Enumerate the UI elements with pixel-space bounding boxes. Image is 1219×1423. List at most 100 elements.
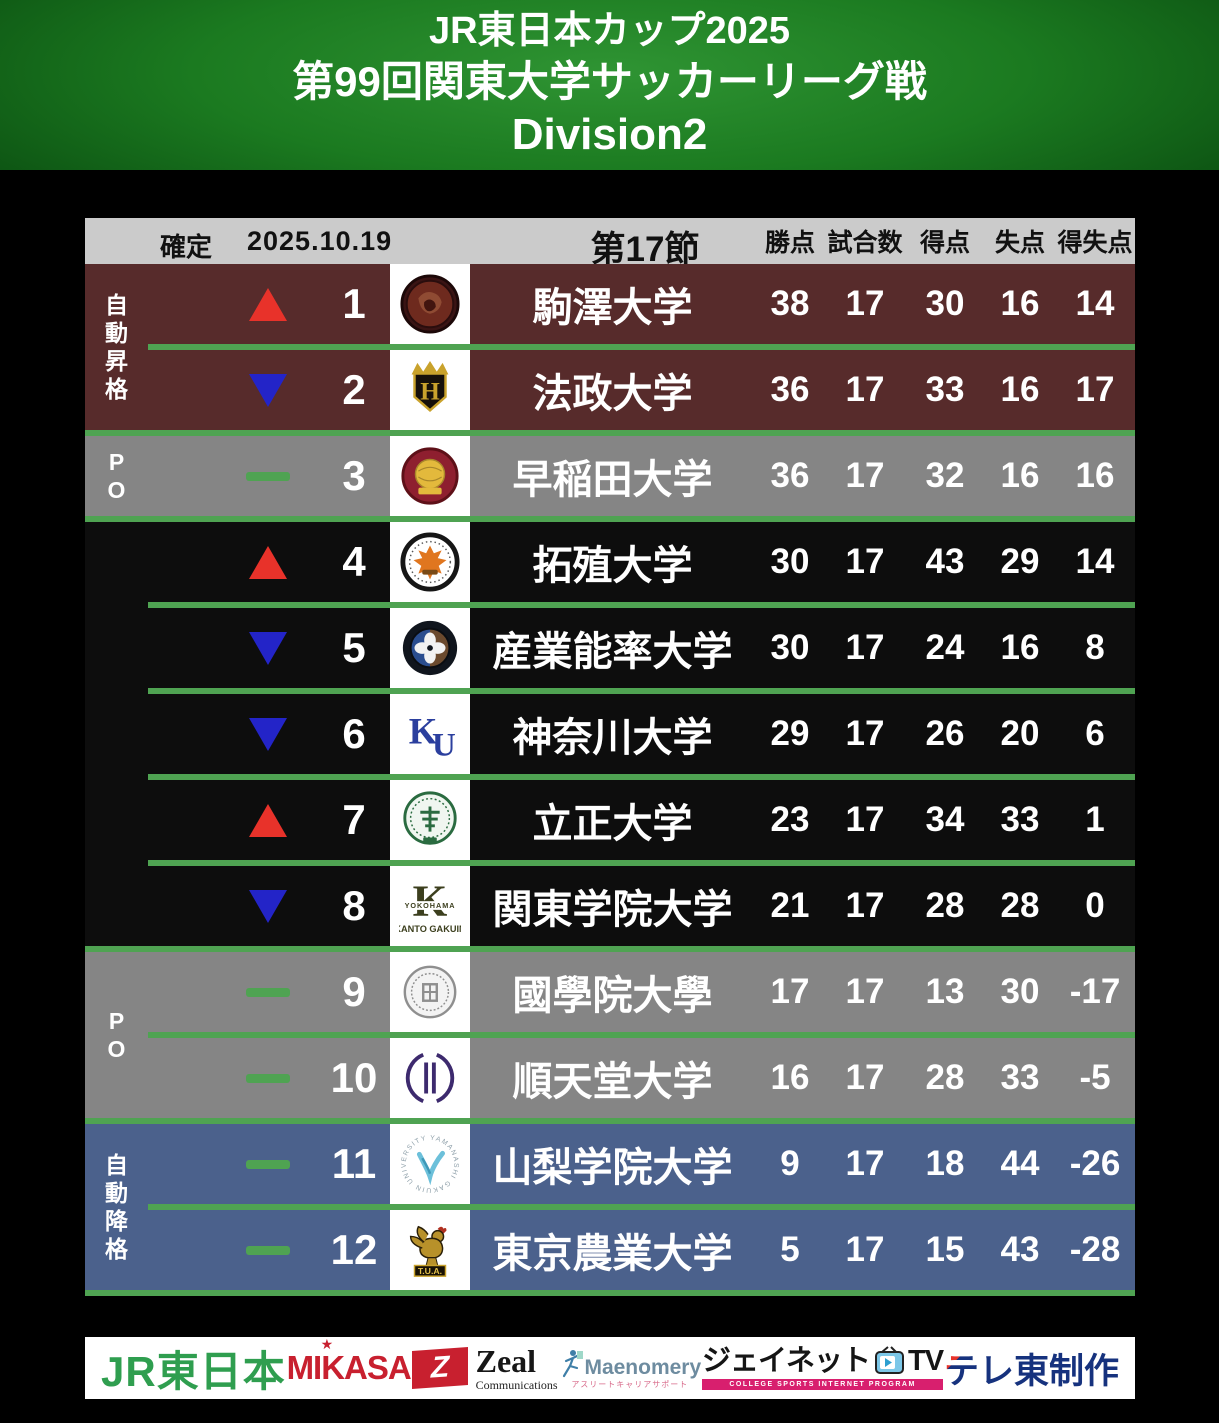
stat-played: 17	[845, 456, 885, 495]
movement-icon	[249, 803, 287, 837]
svg-text:YOKOHAMA: YOKOHAMA	[405, 901, 456, 910]
category-label-auto-promotion: 自動昇格	[105, 291, 128, 403]
nodai-rooster-logo: T.U.A.	[409, 1225, 447, 1277]
movement-icon	[249, 287, 287, 321]
stat-goals-against: 44	[1000, 1144, 1040, 1183]
team-name: 順天堂大学	[512, 1060, 713, 1104]
stat-goals-against: 16	[1000, 628, 1040, 667]
svg-text:H: H	[420, 379, 440, 406]
stat-played: 17	[845, 628, 885, 667]
stat-played: 17	[845, 1058, 885, 1097]
category-label-po: PO	[107, 448, 126, 503]
rank: 8	[342, 882, 366, 929]
team-logo-cell	[390, 1038, 470, 1118]
block-auto-relegation: 自動降格 11 YAMANASHI GAKUIN UNIVERSITY 山梨学院…	[85, 1124, 1135, 1290]
stat-goal-diff: -26	[1069, 1144, 1121, 1183]
team-logo-cell: YAMANASHI GAKUIN UNIVERSITY	[390, 1124, 470, 1204]
stat-goal-diff: 14	[1075, 542, 1115, 581]
col-goal-diff: 得失点	[1057, 229, 1133, 257]
stat-points: 36	[770, 370, 810, 409]
team-name: 法政大学	[532, 372, 693, 416]
row-separator	[148, 602, 1135, 608]
team-logo-cell: T.U.A.	[390, 1210, 470, 1290]
table-row: 5 産業能率大学 30 17 24 16 8	[85, 608, 1135, 688]
team-logo-cell: K U	[390, 694, 470, 774]
table-row: 10 順天堂大学 16 17 28 33 -5	[85, 1038, 1135, 1118]
row-separator	[148, 860, 1135, 866]
block-playoff-upper: PO 3 早稲田大学 36 17 32 16 16	[85, 436, 1135, 516]
stat-points: 21	[770, 886, 810, 925]
stat-points: 38	[770, 284, 810, 323]
stat-points: 30	[770, 628, 810, 667]
stat-goals-for: 34	[925, 800, 965, 839]
rank: 4	[342, 538, 366, 585]
team-name: 駒澤大学	[532, 286, 693, 330]
rank: 7	[342, 796, 366, 843]
stat-goal-diff: -17	[1069, 972, 1121, 1011]
svg-text:K: K	[413, 876, 448, 926]
table-row: 3 早稲田大学 36 17 32 16 16	[85, 436, 1135, 516]
team-name: 関東学院大学	[492, 888, 733, 932]
team-logo-cell	[390, 780, 470, 860]
stat-goal-diff: 6	[1085, 714, 1105, 753]
row-separator	[148, 1204, 1135, 1210]
stat-goal-diff: 8	[1085, 628, 1105, 667]
rissho-seal-logo	[403, 791, 457, 845]
table-row: 7 立正大学 23 17 34 33 1	[85, 780, 1135, 860]
stat-goals-for: 32	[925, 456, 965, 495]
stat-goals-for: 28	[925, 1058, 965, 1097]
row-separator	[148, 774, 1135, 780]
date-label: 2025.10.19	[247, 226, 393, 256]
maenomery-runner-icon	[563, 1349, 584, 1377]
stat-goals-against: 30	[1000, 972, 1040, 1011]
juntendo-mark-logo	[405, 1052, 455, 1104]
team-logo-cell	[390, 436, 470, 516]
row-separator	[148, 344, 1135, 350]
movement-icon	[246, 1159, 290, 1169]
stat-played: 17	[845, 284, 885, 323]
movement-icon	[249, 717, 287, 751]
stat-points: 5	[780, 1230, 800, 1269]
banner-line3: Division2	[511, 109, 708, 159]
block-separator	[85, 1290, 1135, 1296]
stat-played: 17	[845, 972, 885, 1011]
stat-goals-against: 16	[1000, 284, 1040, 323]
team-name: 山梨学院大学	[492, 1146, 733, 1190]
category-label-auto-relegation: 自動降格	[105, 1151, 128, 1263]
rank: 9	[342, 968, 366, 1015]
movement-icon	[246, 471, 290, 481]
rank: 2	[342, 366, 366, 413]
jnet-tv-logo: ジェイネット TV COLLEGE SPORTS INTERNET PROGRA…	[702, 1344, 944, 1390]
standings-table: 確定 2025.10.19 第17節 勝点 試合数 得点 失点 得失点 自動昇格…	[85, 218, 1135, 1296]
stat-played: 17	[845, 714, 885, 753]
category-label-empty	[85, 522, 148, 946]
tv-icon	[875, 1346, 905, 1374]
kokugakuin-seal-logo	[403, 965, 457, 1019]
stat-goal-diff: 1	[1085, 800, 1105, 839]
stat-points: 29	[770, 714, 810, 753]
stat-goals-against: 28	[1000, 886, 1040, 925]
stat-played: 17	[845, 800, 885, 839]
svg-text:T.U.A.: T.U.A.	[418, 1266, 442, 1276]
block-auto-promotion: 自動昇格 1 駒澤大学 38 17 30 16 14 2	[85, 264, 1135, 430]
stat-goals-against: 33	[1000, 1058, 1040, 1097]
team-logo-cell: K YOKOHAMA KANTO GAKUIN	[390, 866, 470, 946]
row-separator	[148, 688, 1135, 694]
block-separator	[85, 1118, 1135, 1124]
col-points: 勝点	[764, 229, 815, 257]
stat-goal-diff: 14	[1075, 284, 1115, 323]
table-row: 8 K YOKOHAMA KANTO GAKUIN 関東学院大学 21 17 2…	[85, 866, 1135, 946]
team-logo-cell	[390, 264, 470, 344]
stat-goals-against: 16	[1000, 370, 1040, 409]
hosei-shield-logo: H	[411, 360, 449, 412]
sponsor-bar: JR東日本 ★ MIKASA Z Zeal Communications Mae…	[85, 1336, 1135, 1399]
table-row: 1 駒澤大学 38 17 30 16 14	[85, 264, 1135, 344]
table-row: 12 T.U.A. 東京農業大学 5 17 15 43 -28	[85, 1210, 1135, 1290]
sanno-clover-crest-logo	[402, 620, 458, 676]
table-row: 6 K U 神奈川大学 29 17 26 20 6	[85, 694, 1135, 774]
stat-goals-for: 15	[925, 1230, 965, 1269]
stat-goals-for: 18	[925, 1144, 965, 1183]
maenomery-logo: Maenomery アスリートキャリアサポート	[558, 1348, 701, 1389]
team-name: 産業能率大学	[492, 630, 733, 674]
stat-goals-for: 30	[925, 284, 965, 323]
